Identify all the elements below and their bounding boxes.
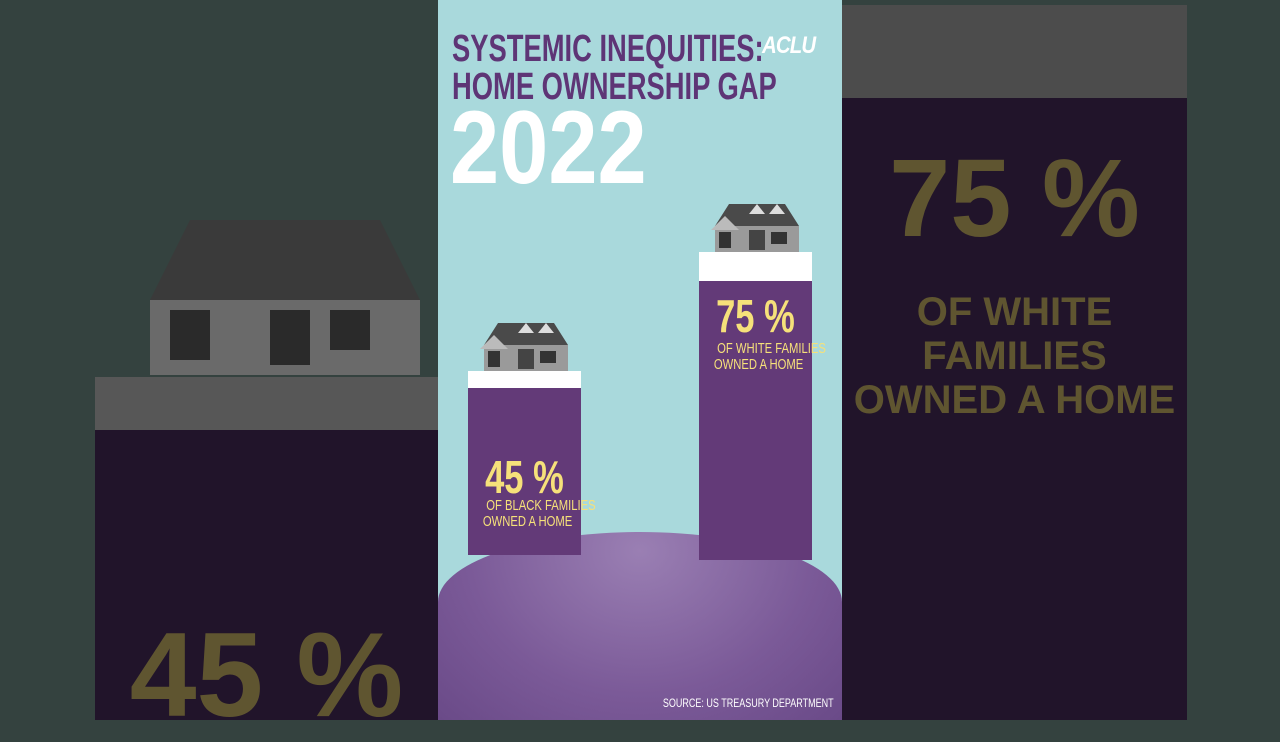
source-note: SOURCE: US TREASURY DEPARTMENT: [606, 696, 834, 710]
background-blur-left: [95, 430, 438, 720]
blurred-house-image: [130, 220, 420, 375]
bar-caption: OF BLACK FAMILIES OWNED A HOME: [468, 498, 596, 530]
blurred-caption-white: OF WHITE FAMILIES OWNED A HOME: [842, 290, 1187, 422]
blurred-caption-line: OF WHITE FAMILIES: [916, 290, 1113, 378]
aclu-logo: ACLU: [762, 32, 825, 60]
bar-caption: OF WHITE FAMILIES OWNED A HOME: [699, 341, 826, 373]
caption-line: OF WHITE FAMILIES: [717, 340, 826, 357]
bar-group-1: 75 % OF WHITE FAMILIES OWNED A HOME: [699, 204, 826, 720]
grass-hill: [438, 532, 842, 720]
house-icon: [478, 319, 570, 376]
chart-title: SYSTEMIC INEQUITIES: HOME OWNERSHIP GAP: [452, 30, 842, 106]
caption-line: OF BLACK FAMILIES: [486, 497, 596, 514]
source-text: SOURCE: US TREASURY DEPARTMENT: [663, 696, 834, 710]
bar: [468, 388, 581, 555]
background-blur-right-band: [842, 5, 1187, 98]
logo-text: ACLU: [762, 32, 816, 59]
house-icon: [709, 200, 801, 257]
data-label: 45 %: [485, 451, 564, 503]
bar-group-0: 45 % OF BLACK FAMILIES OWNED A HOME: [468, 323, 596, 720]
background-blur-right: [842, 98, 1187, 720]
title-line-2: HOME OWNERSHIP GAP: [452, 66, 777, 108]
title-line-1: SYSTEMIC INEQUITIES:: [452, 28, 764, 70]
caption-line: OWNED A HOME: [713, 356, 804, 373]
bar-cap: [468, 371, 581, 388]
infographic-panel: SYSTEMIC INEQUITIES: HOME OWNERSHIP GAP …: [438, 0, 842, 720]
bar-cap: [699, 252, 812, 281]
caption-line: OWNED A HOME: [482, 513, 573, 530]
data-label: 75 %: [716, 290, 795, 342]
background-blur-left-band: [95, 377, 438, 430]
blurred-caption-line: OWNED A HOME: [853, 378, 1176, 422]
blurred-pct-black: 45 %: [129, 608, 404, 742]
year-text: 2022: [450, 90, 647, 206]
blurred-pct-white: 75 %: [889, 137, 1140, 260]
bar: [699, 281, 812, 560]
year-label: 2022: [450, 90, 681, 206]
